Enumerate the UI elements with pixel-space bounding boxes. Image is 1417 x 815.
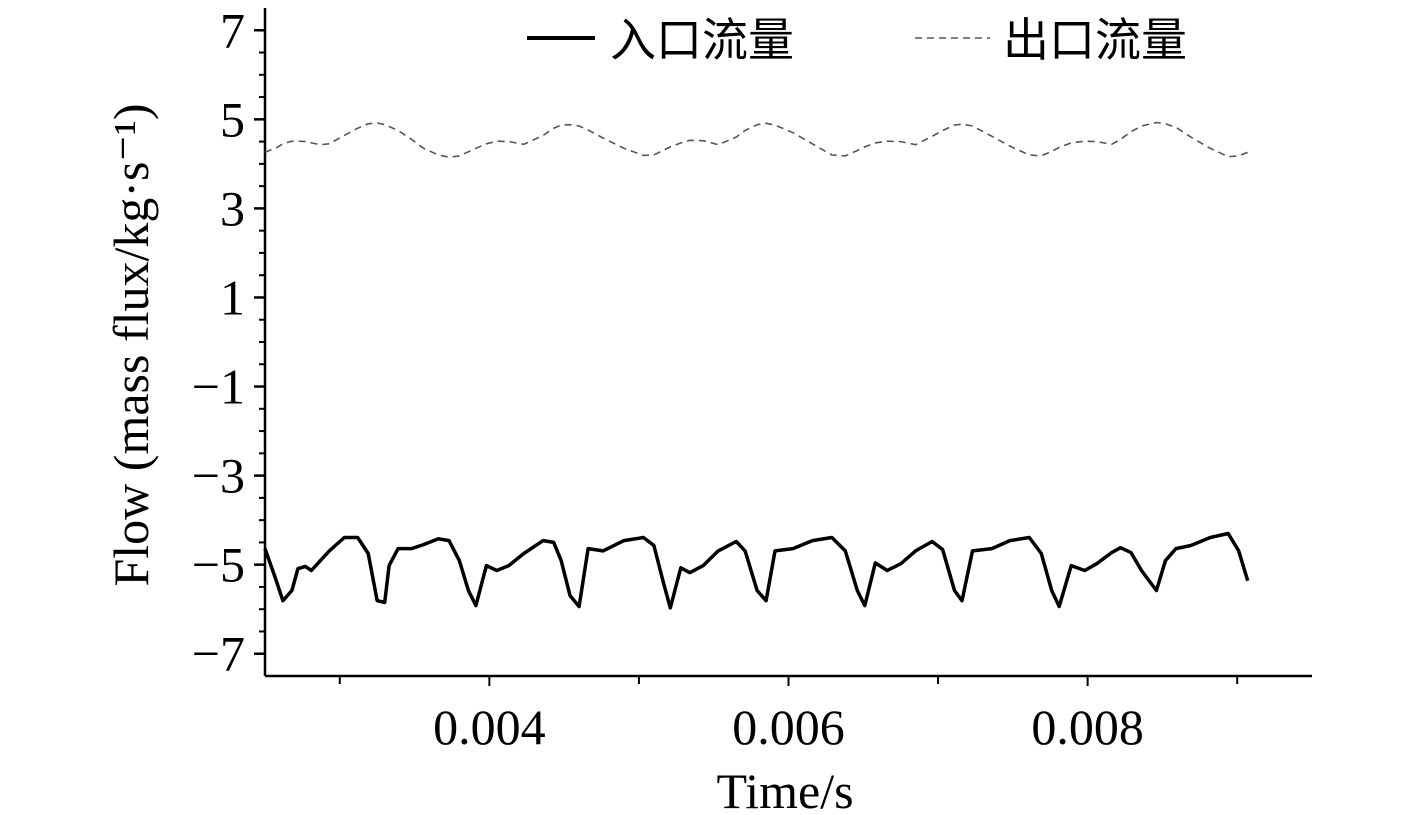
- legend-label: 入口流量: [610, 15, 794, 66]
- y-tick-label: 7: [220, 2, 245, 58]
- y-tick-label: −7: [192, 626, 245, 682]
- x-tick-label: 0.008: [1031, 699, 1144, 755]
- y-tick-label: 3: [220, 180, 245, 236]
- series-line: [263, 531, 1250, 610]
- y-tick-label: 1: [220, 269, 245, 325]
- y-axis-label: Flow (mass flux/kg·s⁻¹): [103, 103, 159, 586]
- y-tick-label: −1: [192, 359, 245, 415]
- x-tick-label: 0.006: [732, 699, 845, 755]
- y-tick-label: 5: [220, 91, 245, 147]
- y-tick-label: −3: [192, 448, 245, 504]
- x-axis-label: Time/s: [716, 763, 853, 815]
- series-line: [264, 121, 1248, 158]
- y-tick-label: −5: [192, 537, 245, 593]
- legend-label: 出口流量: [1003, 15, 1187, 66]
- x-tick-label: 0.004: [433, 699, 546, 755]
